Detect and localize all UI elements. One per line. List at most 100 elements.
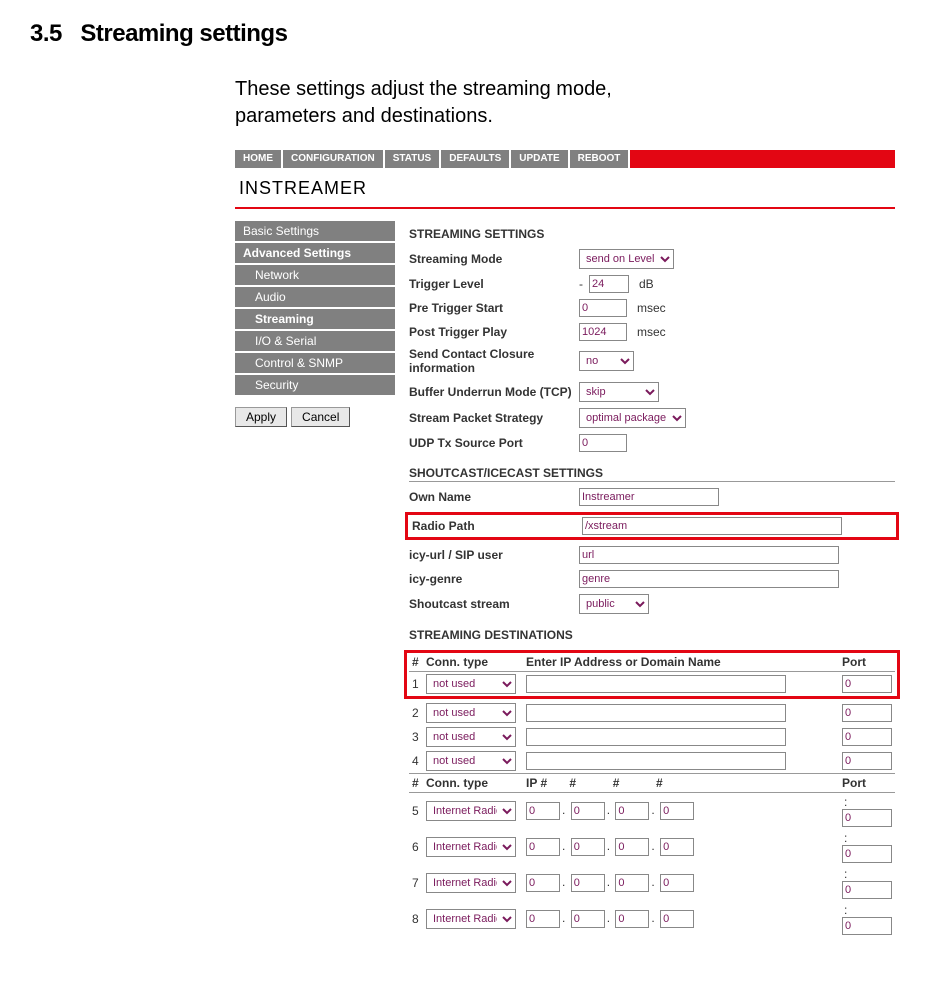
own-name-input[interactable] bbox=[579, 488, 719, 506]
dest-conn-select[interactable]: Internet Radio bbox=[426, 801, 516, 821]
dest-ip-1[interactable] bbox=[571, 910, 605, 928]
udp-port-input[interactable] bbox=[579, 434, 627, 452]
dest-ip-1[interactable] bbox=[571, 874, 605, 892]
sidebar-item-control-snmp[interactable]: Control & SNMP bbox=[235, 353, 395, 373]
icy-genre-input[interactable] bbox=[579, 570, 839, 588]
packet-strategy-select[interactable]: optimal package bbox=[579, 408, 686, 428]
dest-ip-3[interactable] bbox=[660, 838, 694, 856]
dest-addr-input[interactable] bbox=[526, 728, 786, 746]
dest-ip-1[interactable] bbox=[571, 838, 605, 856]
nav-reboot[interactable]: REBOOT bbox=[570, 150, 631, 168]
dest-conn-select[interactable]: not used bbox=[426, 751, 516, 771]
dest-port-input[interactable] bbox=[842, 845, 892, 863]
dest-ip-0[interactable] bbox=[526, 910, 560, 928]
sidebar-basic-settings[interactable]: Basic Settings bbox=[235, 221, 395, 241]
dest-hdr-addr: Enter IP Address or Domain Name bbox=[523, 653, 839, 672]
radio-path-highlight: Radio Path bbox=[405, 512, 899, 540]
dest-ip-3[interactable] bbox=[660, 910, 694, 928]
dest-conn-select[interactable]: Internet Radio bbox=[426, 837, 516, 857]
dest-num: 1 bbox=[409, 671, 423, 696]
sidebar-item-io-serial[interactable]: I/O & Serial bbox=[235, 331, 395, 351]
trigger-level-prefix: - bbox=[579, 277, 583, 291]
sidebar-item-network[interactable]: Network bbox=[235, 265, 395, 285]
dest-port-input[interactable] bbox=[842, 675, 892, 693]
label-pre-trigger: Pre Trigger Start bbox=[409, 301, 579, 315]
post-trigger-input[interactable] bbox=[579, 323, 627, 341]
dest-ip-0[interactable] bbox=[526, 838, 560, 856]
label-post-trigger: Post Trigger Play bbox=[409, 325, 579, 339]
main-content: STREAMING SETTINGS Streaming Mode send o… bbox=[409, 221, 895, 937]
label-trigger-level: Trigger Level bbox=[409, 277, 579, 291]
sidebar-item-security[interactable]: Security bbox=[235, 375, 395, 395]
label-streaming-mode: Streaming Mode bbox=[409, 252, 579, 266]
dest-port-input[interactable] bbox=[842, 881, 892, 899]
dest-ip-0[interactable] bbox=[526, 874, 560, 892]
dest-ip-0[interactable] bbox=[526, 802, 560, 820]
radio-path-input[interactable] bbox=[582, 517, 842, 535]
nav-home[interactable]: HOME bbox=[235, 150, 283, 168]
dest-ip-3[interactable] bbox=[660, 874, 694, 892]
shoutcast-stream-select[interactable]: public bbox=[579, 594, 649, 614]
dest-ip-2[interactable] bbox=[615, 802, 649, 820]
pre-trigger-unit: msec bbox=[637, 301, 666, 315]
dest-ip-2[interactable] bbox=[615, 838, 649, 856]
dest-num: 4 bbox=[409, 749, 423, 774]
dest-port-input[interactable] bbox=[842, 809, 892, 827]
dest2-hdr-port: Port bbox=[839, 773, 895, 792]
icy-url-input[interactable] bbox=[579, 546, 839, 564]
label-shoutcast-stream: Shoutcast stream bbox=[409, 597, 579, 611]
dest-row-8: 8 Internet Radio . . . : bbox=[409, 901, 895, 937]
dest-ip-3[interactable] bbox=[660, 802, 694, 820]
dest-conn-select[interactable]: Internet Radio bbox=[426, 873, 516, 893]
sidebar-item-audio[interactable]: Audio bbox=[235, 287, 395, 307]
dest-num: 8 bbox=[409, 901, 423, 937]
dest-addr-input[interactable] bbox=[526, 675, 786, 693]
streaming-mode-select[interactable]: send on Level bbox=[579, 249, 674, 269]
dest-port-input[interactable] bbox=[842, 917, 892, 935]
cancel-button[interactable]: Cancel bbox=[291, 407, 350, 427]
label-udp-port: UDP Tx Source Port bbox=[409, 436, 579, 450]
dest-conn-select[interactable]: Internet Radio bbox=[426, 909, 516, 929]
trigger-level-input[interactable] bbox=[589, 275, 629, 293]
dest-ip-1[interactable] bbox=[571, 802, 605, 820]
nav-status[interactable]: STATUS bbox=[385, 150, 442, 168]
dest-hdr-num: # bbox=[409, 653, 423, 672]
dest-ip-2[interactable] bbox=[615, 910, 649, 928]
dest-row1-highlight: # Conn. type Enter IP Address or Domain … bbox=[404, 650, 900, 699]
dest-addr-input[interactable] bbox=[526, 704, 786, 722]
dest-port-input[interactable] bbox=[842, 704, 892, 722]
heading-text: Streaming settings bbox=[80, 20, 287, 47]
pre-trigger-input[interactable] bbox=[579, 299, 627, 317]
label-own-name: Own Name bbox=[409, 490, 579, 504]
destinations-title: STREAMING DESTINATIONS bbox=[409, 628, 895, 642]
nav-configuration[interactable]: CONFIGURATION bbox=[283, 150, 385, 168]
apply-button[interactable]: Apply bbox=[235, 407, 287, 427]
dest-addr-input[interactable] bbox=[526, 752, 786, 770]
trigger-level-unit: dB bbox=[639, 277, 654, 291]
dest-row-7: 7 Internet Radio . . . : bbox=[409, 865, 895, 901]
dest-port-input[interactable] bbox=[842, 752, 892, 770]
intro-text: These settings adjust the streaming mode… bbox=[235, 76, 715, 130]
dest2-hdr-h3: # bbox=[656, 776, 696, 790]
dest-num: 6 bbox=[409, 829, 423, 865]
sidebar-item-streaming[interactable]: Streaming bbox=[235, 309, 395, 329]
nav-update[interactable]: UPDATE bbox=[511, 150, 569, 168]
send-contact-select[interactable]: no bbox=[579, 351, 634, 371]
top-nav: HOME CONFIGURATION STATUS DEFAULTS UPDAT… bbox=[235, 150, 895, 168]
dest-row-1: 1 not used bbox=[409, 671, 895, 696]
red-divider bbox=[235, 207, 895, 209]
dest-conn-select[interactable]: not used bbox=[426, 703, 516, 723]
dest-conn-select[interactable]: not used bbox=[426, 727, 516, 747]
dest2-hdr-ip: IP # bbox=[526, 776, 566, 790]
post-trigger-unit: msec bbox=[637, 325, 666, 339]
dest2-hdr-num: # bbox=[409, 773, 423, 792]
dest-port-input[interactable] bbox=[842, 728, 892, 746]
dest-conn-select[interactable]: not used bbox=[426, 674, 516, 694]
sidebar: Basic Settings Advanced Settings Network… bbox=[235, 221, 395, 427]
dest-ip-2[interactable] bbox=[615, 874, 649, 892]
nav-defaults[interactable]: DEFAULTS bbox=[441, 150, 511, 168]
label-radio-path: Radio Path bbox=[412, 519, 582, 533]
buffer-underrun-select[interactable]: skip bbox=[579, 382, 659, 402]
nav-accent-bar bbox=[630, 150, 895, 168]
sidebar-advanced-settings[interactable]: Advanced Settings bbox=[235, 243, 395, 263]
